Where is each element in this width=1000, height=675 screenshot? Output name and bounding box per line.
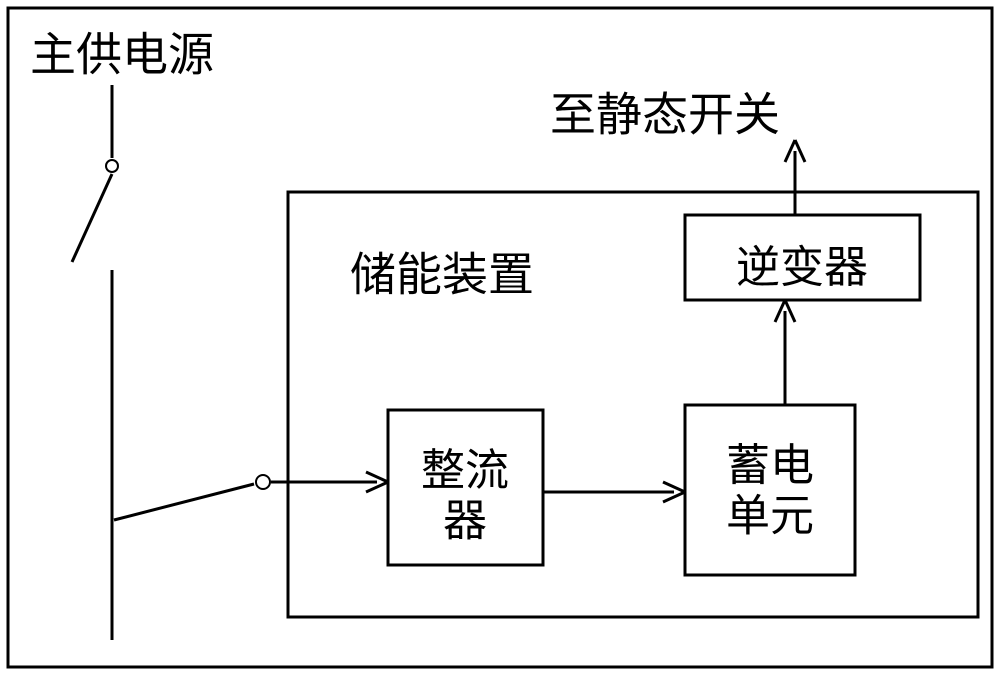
battery-label-1: 蓄电 (726, 441, 814, 490)
inverter-label: 逆变器 (736, 243, 868, 292)
rectifier-label-1: 整流 (421, 446, 509, 495)
to-static-switch-label: 至静态开关 (550, 90, 780, 141)
battery-label-2: 单元 (726, 492, 814, 541)
storage-device-label: 储能装置 (350, 250, 534, 301)
rectifier-label-2: 器 (443, 497, 487, 546)
main-power-label: 主供电源 (30, 30, 214, 81)
